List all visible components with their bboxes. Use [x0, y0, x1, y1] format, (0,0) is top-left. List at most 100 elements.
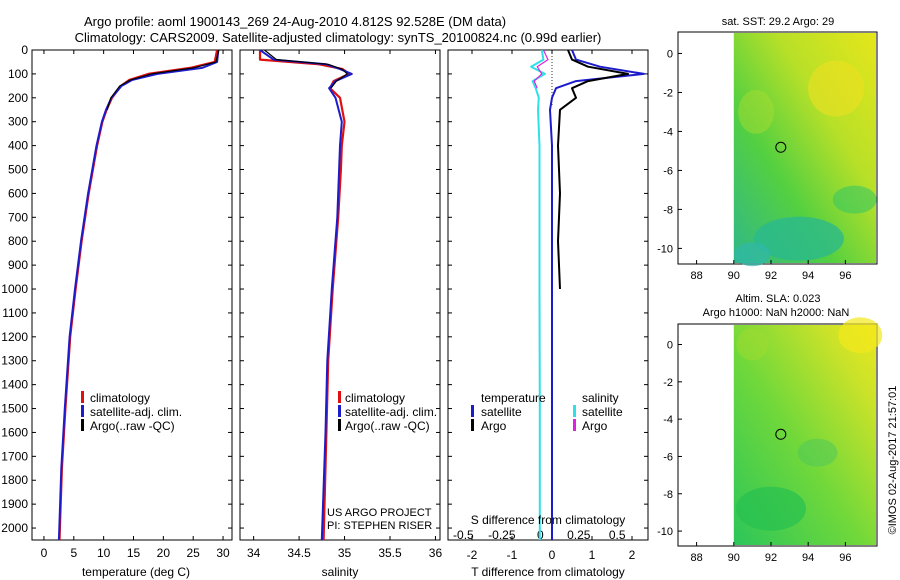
s-diff-tick-label: 0.5: [609, 528, 626, 542]
legend-swatch-argo: [81, 419, 84, 431]
legend-label-s-satellite: satellite: [582, 405, 623, 419]
profile-line-climatology: [58, 50, 219, 540]
difference-profiles: [530, 50, 645, 540]
header-line-2: Climatology: CARS2009. Satellite-adjuste…: [75, 30, 602, 45]
legend-swatch-s-argo: [573, 419, 576, 431]
x-tick-label: -2: [467, 548, 478, 562]
profile-line-climatology: [258, 50, 351, 540]
legend-swatch-climatology: [81, 391, 84, 403]
lon-tick-label: 88: [690, 270, 702, 282]
x-tick-label: 5: [70, 546, 77, 560]
field-patch: [734, 242, 771, 267]
depth-tick-label: 100: [8, 67, 28, 81]
field-patch: [736, 328, 769, 361]
temperature-xlabel: temperature (deg C): [82, 565, 190, 579]
lon-tick-label: 94: [802, 552, 814, 564]
salinity-legend: climatology satellite-adj. clim. Argo(..…: [338, 391, 437, 433]
lon-tick-label: 96: [839, 270, 851, 282]
legend-swatch-satellite: [338, 405, 341, 417]
salinity-profiles: [258, 50, 353, 540]
legend-label-argo: Argo(..raw -QC): [90, 419, 175, 433]
temperature-panel: 0100200300400500600700800900100011001200…: [1, 43, 233, 579]
lon-tick-label: 92: [765, 552, 777, 564]
field-patch: [808, 60, 865, 117]
sla-field-patches: [735, 317, 883, 531]
depth-tick-label: 2000: [1, 521, 28, 535]
temperature-axis-ticks: 0 5 10 15 20 25 30: [41, 50, 230, 560]
field-patch: [753, 216, 844, 261]
lat-tick-label: 0: [667, 48, 673, 60]
temperature-difference-label: T difference from climatology: [471, 565, 625, 579]
salinity-panel: 34 34.5 35 35.5 36 climatology satellite-adj…: [239, 49, 442, 579]
pi-annotation: PI: STEPHEN RISER: [327, 520, 432, 532]
lat-tick-label: -10: [657, 526, 673, 538]
legend-label-climatology: climatology: [345, 391, 405, 405]
legend-swatch-s-satellite: [573, 405, 576, 417]
depth-tick-label: 1500: [1, 402, 28, 416]
lon-tick-label: 92: [765, 270, 777, 282]
depth-tick-label: 400: [8, 139, 28, 153]
salinity-axes-frame: [239, 49, 441, 541]
legend-label-climatology: climatology: [90, 391, 150, 405]
s-diff-tick-label: -0.25: [488, 528, 516, 542]
depth-axis-ticks: 0 100 200 300 400 500 600 700 800 900 1000 1100 1200…: [1, 43, 232, 535]
difference-depth-ticks: [448, 49, 648, 529]
field-patch: [797, 438, 838, 467]
sla-map-ticks: 88 90 92 94 96 0 -2 -4 -6 -8 -10: [657, 340, 851, 564]
lat-tick-label: -2: [663, 377, 673, 389]
profile-line-satellite-adj-clim: [259, 50, 353, 540]
x-tick-label: 20: [157, 546, 171, 560]
lon-tick-label: 88: [690, 552, 702, 564]
x-tick-label: 0: [549, 548, 556, 562]
depth-tick-label: 1300: [1, 354, 28, 368]
depth-tick-label: 900: [8, 258, 28, 272]
profile-line-argo-raw-qc: [264, 50, 348, 89]
legend-swatch-satellite: [81, 405, 84, 417]
credit-timestamp: ©IMOS 02-Aug-2017 21:57:01: [887, 386, 899, 535]
lat-tick-label: -4: [663, 126, 673, 138]
legend-swatch-argo: [338, 419, 341, 431]
project-annotation: US ARGO PROJECT: [327, 507, 432, 519]
sst-map-title: sat. SST: 29.2 Argo: 29: [722, 16, 835, 28]
header-line-1: Argo profile: aoml 1900143_269 24-Aug-20…: [84, 14, 506, 29]
difference-axes-frame: [447, 49, 649, 541]
depth-tick-label: 700: [8, 210, 28, 224]
sst-map-panel: sat. SST: 29.2 Argo: 29 88 90 92 94 96 0 -2 -4 -…: [657, 16, 878, 282]
legend-label-satellite: satellite-adj. clim.: [90, 405, 182, 419]
lat-tick-label: -10: [657, 243, 673, 255]
x-tick-label: 2: [629, 548, 636, 562]
x-tick-label: -1: [507, 548, 518, 562]
profile-line-argo-raw-qc: [106, 50, 220, 110]
x-tick-label: 30: [216, 546, 230, 560]
field-patch: [832, 185, 877, 214]
depth-tick-label: 800: [8, 234, 28, 248]
depth-tick-label: 1200: [1, 330, 28, 344]
x-tick-label: 0: [41, 546, 48, 560]
depth-tick-label: 1900: [1, 497, 28, 511]
lon-tick-label: 90: [728, 552, 740, 564]
depth-tick-label: 1000: [1, 282, 28, 296]
lat-tick-label: -2: [663, 87, 673, 99]
x-tick-label: 25: [187, 546, 201, 560]
sst-field-patches: [734, 60, 877, 267]
legend-label-t-satellite: satellite: [481, 405, 522, 419]
lat-tick-label: -8: [663, 489, 673, 501]
depth-tick-label: 500: [8, 163, 28, 177]
float-position-marker: [775, 428, 787, 440]
x-tick-label: 34.5: [287, 546, 311, 560]
depth-tick-label: 1700: [1, 449, 28, 463]
legend-label-s-argo: Argo: [582, 419, 608, 433]
legend-label-argo: Argo(..raw -QC): [345, 419, 430, 433]
depth-tick-label: 1100: [2, 306, 28, 320]
difference-panel: -2 -1 0 1 2-0.5 -0.25 0 0.25 0.5 temperature sal…: [447, 49, 649, 579]
s-diff-tick-label: 0.25: [567, 528, 591, 542]
lon-tick-label: 94: [802, 270, 814, 282]
sst-map-ticks: 88 90 92 94 96 0 -2 -4 -6 -8 -10: [657, 48, 851, 282]
legend-title-salinity: salinity: [582, 391, 619, 405]
depth-tick-label: 300: [8, 115, 28, 129]
lat-tick-label: -4: [663, 414, 673, 426]
x-tick-label: 10: [97, 546, 111, 560]
depth-tick-label: 0: [21, 43, 28, 57]
lat-tick-label: 0: [667, 340, 673, 352]
salinity-difference-label: S difference from climatology: [471, 513, 626, 527]
